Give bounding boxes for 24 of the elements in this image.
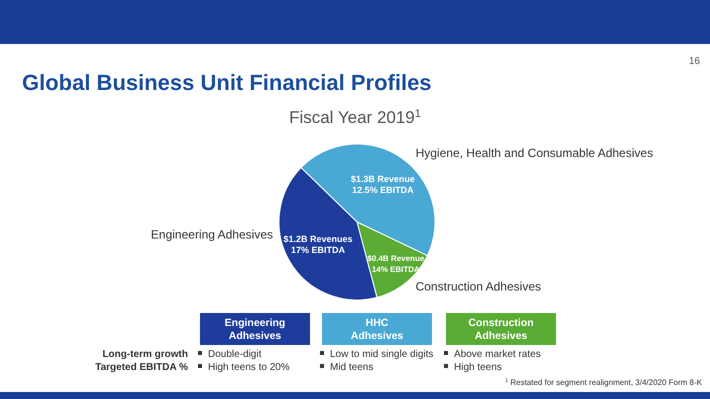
text: Low to mid single digits [330,349,434,360]
text: High teens to 20% [208,362,290,373]
text: 17% EBITDA [290,244,346,255]
slice-label: Construction Adhesives [416,280,542,294]
text: HHC Adhesives [350,317,404,342]
text: Mid teens [330,362,374,373]
text: 12.5% EBITDA [352,184,414,195]
text: High teens [454,362,502,373]
text: Double-digit [208,349,262,360]
data-label: $1.3B Revenue [350,174,415,184]
slice-label: Hygiene, Health and Consumable Adhesives [416,146,654,160]
data-label: $1.2B Revenues [283,234,352,244]
text: Above market rates [454,349,541,360]
text: Long-term growth [102,349,188,360]
text: 14% EBITDA [372,265,420,274]
text: Engineering Adhesives [224,317,286,342]
text: Construction Adhesives [468,317,534,342]
chart-subtitle: Fiscal Year 2019$^{1}$ [289,108,421,127]
chart-title: Global Business Unit Financial Profiles [22,70,432,95]
text: Targeted EBITDA % [95,362,188,373]
text: 16 [688,56,700,67]
text: $^{1}$ Restated for segment realignment, 3/4/2020 Form 8-K [505,378,703,387]
slice-label: Engineering Adhesives [150,228,273,242]
data-label: $0.4B Revenue [367,254,425,264]
